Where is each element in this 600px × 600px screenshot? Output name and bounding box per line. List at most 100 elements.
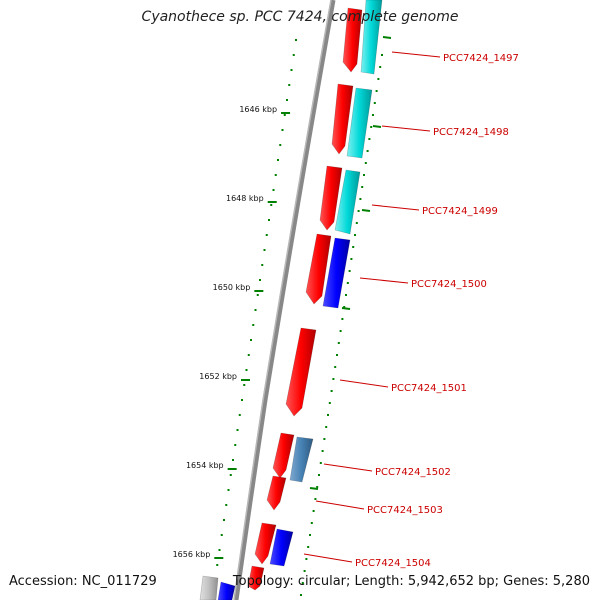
genome-summary-text: Topology: circular; Length: 5,942,652 bp… bbox=[232, 574, 590, 589]
ruler-dot bbox=[268, 219, 270, 221]
red-gene-arrow bbox=[285, 327, 317, 417]
red-gene-arrow bbox=[247, 565, 265, 591]
feature-dot bbox=[314, 498, 317, 500]
ruler-dot bbox=[232, 459, 234, 461]
ruler-dot bbox=[223, 519, 225, 521]
ruler-dot bbox=[286, 99, 288, 101]
ruler-tick-label: 1652 kbp bbox=[199, 372, 237, 381]
feature-dot bbox=[348, 270, 351, 272]
ruler-dot bbox=[259, 279, 261, 281]
gene-label-leader bbox=[381, 125, 431, 132]
ruler-dot bbox=[245, 369, 248, 371]
ruler-dot bbox=[261, 264, 264, 266]
feature-tick bbox=[361, 209, 371, 212]
gene-label: PCC7424_1501 bbox=[391, 383, 467, 394]
steel-gene-arrow bbox=[289, 436, 314, 483]
feature-dot bbox=[305, 558, 308, 560]
gene-label: PCC7424_1498 bbox=[433, 127, 509, 138]
ruler-dot bbox=[225, 504, 228, 506]
cyan-gene-arrow bbox=[346, 87, 373, 159]
feature-dot bbox=[361, 186, 364, 188]
gene-label-leader bbox=[391, 51, 441, 58]
feature-dot bbox=[366, 150, 369, 152]
feature-dot bbox=[339, 330, 342, 332]
feature-tick bbox=[309, 487, 319, 490]
ruler-dot bbox=[227, 489, 230, 491]
genome-backbone bbox=[233, 0, 336, 600]
gene-label: PCC7424_1502 bbox=[375, 467, 451, 478]
gene-label: PCC7424_1503 bbox=[367, 505, 443, 516]
red-gene-arrow bbox=[305, 233, 332, 305]
red-gene-arrow bbox=[319, 165, 343, 231]
ruler-dot bbox=[254, 309, 257, 311]
feature-dot bbox=[377, 78, 380, 80]
ruler-dot bbox=[279, 144, 282, 146]
ruler-dot bbox=[236, 429, 239, 431]
ruler-dot bbox=[263, 249, 266, 251]
feature-tick bbox=[382, 36, 392, 39]
feature-dot bbox=[307, 546, 310, 548]
ruler-dot bbox=[274, 174, 277, 176]
feature-dot bbox=[316, 486, 319, 488]
ruler-dot bbox=[283, 114, 286, 116]
ruler-dot bbox=[265, 234, 268, 236]
feature-dot bbox=[355, 222, 358, 224]
feature-dot bbox=[350, 258, 353, 260]
ruler-tick-label: 1650 kbp bbox=[213, 283, 251, 292]
gene-labels: PCC7424_1497 PCC7424_1498 PCC7424_1499 PCC7… bbox=[303, 51, 519, 569]
feature-tick bbox=[341, 307, 351, 310]
blue-gene-arrow bbox=[217, 581, 236, 600]
gene-label: PCC7424_1497 bbox=[443, 53, 519, 64]
feature-dot bbox=[368, 138, 371, 140]
gene-features bbox=[199, 0, 383, 600]
cyan-gene-arrow bbox=[334, 169, 361, 235]
feature-dot bbox=[363, 174, 365, 176]
ruler-dot bbox=[270, 204, 273, 206]
ruler-tick-label: 1654 kbp bbox=[186, 461, 224, 470]
feature-dot bbox=[337, 342, 340, 344]
red-gene-arrow bbox=[254, 522, 277, 565]
accession-text: Accession: NC_011729 bbox=[9, 574, 157, 589]
red-gene-arrow bbox=[266, 475, 287, 511]
feature-dot bbox=[354, 234, 356, 236]
feature-dot bbox=[375, 90, 378, 92]
feature-dot bbox=[323, 438, 326, 440]
red-gene-arrow bbox=[272, 432, 295, 479]
genome-backbone-highlight bbox=[233, 0, 332, 600]
gene-label-leader bbox=[339, 379, 389, 388]
feature-dot bbox=[373, 102, 376, 104]
feature-dot bbox=[300, 594, 302, 596]
feature-dot bbox=[352, 246, 355, 248]
ruler-tick-label: 1656 kbp bbox=[173, 550, 211, 559]
feature-dot bbox=[332, 378, 335, 380]
gene-label: PCC7424_1499 bbox=[422, 206, 498, 217]
ruler-dot bbox=[243, 384, 246, 386]
feature-dot bbox=[370, 126, 373, 128]
feature-dot bbox=[321, 450, 324, 452]
feature-dot bbox=[318, 474, 320, 476]
feature-dot bbox=[327, 414, 329, 416]
gene-label: PCC7424_1500 bbox=[411, 279, 487, 290]
cyan-gene-arrow bbox=[360, 0, 383, 75]
blue-gene-arrow bbox=[322, 237, 351, 309]
feature-dotted-line bbox=[300, 54, 383, 596]
gene-label-leader bbox=[323, 463, 373, 472]
feature-dot bbox=[334, 366, 337, 368]
feature-dot bbox=[328, 402, 331, 404]
ruler-dot bbox=[281, 129, 284, 131]
ruler-dot bbox=[290, 69, 293, 71]
feature-dot bbox=[312, 510, 315, 512]
ruler-dot bbox=[234, 444, 237, 446]
feature-dot bbox=[379, 66, 382, 68]
gene-label: PCC7424_1504 bbox=[355, 558, 431, 569]
map-title: Cyanothece sp. PCC 7424, complete genome bbox=[141, 9, 459, 25]
gene-label-leader bbox=[303, 553, 353, 563]
ruler-dot bbox=[218, 549, 221, 551]
ruler-dot bbox=[292, 54, 295, 56]
feature-dot bbox=[343, 306, 346, 308]
feature-dot bbox=[325, 426, 328, 428]
feature-dot bbox=[336, 354, 338, 356]
feature-dot bbox=[381, 54, 383, 56]
ruler-ticks: 1646 kbp 1648 kbp 1650 kbp 1652 kbp 1654 kbp… bbox=[173, 105, 291, 559]
